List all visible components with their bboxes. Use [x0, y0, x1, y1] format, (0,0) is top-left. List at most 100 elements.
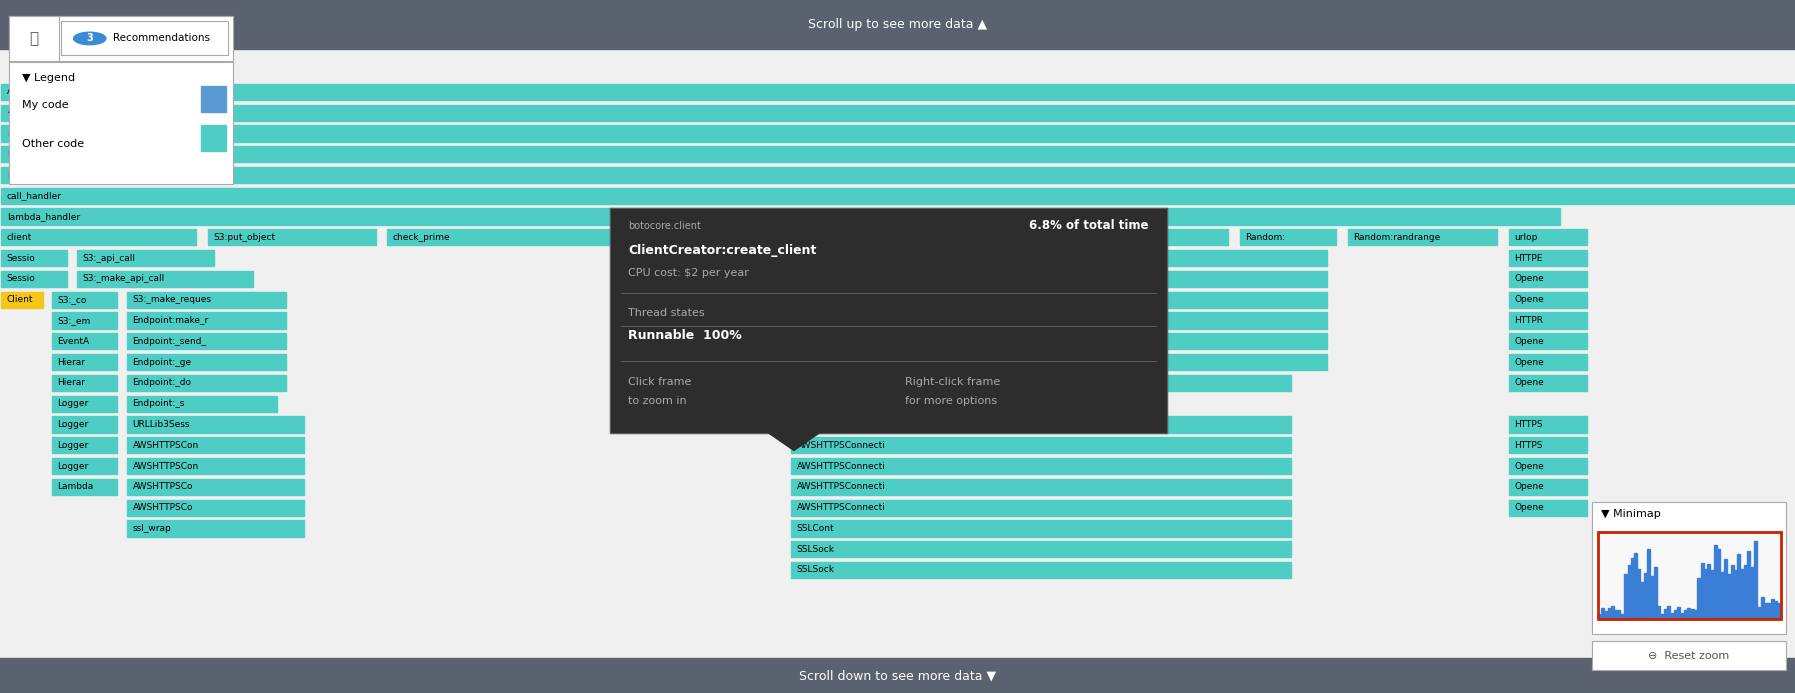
Bar: [2, 84, 1793, 100]
Text: Endpoint:make_r: Endpoint:make_r: [133, 316, 208, 325]
Bar: [1510, 437, 1587, 453]
Bar: [77, 271, 253, 287]
Text: My code: My code: [22, 100, 68, 110]
Bar: [52, 333, 117, 349]
Text: Random:randrange: Random:randrange: [1353, 233, 1440, 242]
Bar: [52, 354, 117, 370]
Bar: [1510, 271, 1587, 287]
Bar: [1610, 606, 1614, 619]
Text: SSLSock: SSLSock: [797, 565, 835, 574]
Text: ⌕: ⌕: [29, 31, 39, 46]
Text: ClientCreator:create_client: ClientCreator:create_client: [628, 244, 817, 257]
Text: Logger: Logger: [57, 399, 88, 408]
Text: ALL: ALL: [7, 87, 23, 96]
Text: for more options: for more options: [905, 396, 998, 406]
Bar: [1773, 601, 1777, 619]
Bar: [77, 250, 214, 266]
Bar: [1747, 551, 1750, 619]
Bar: [1632, 558, 1633, 619]
Bar: [1648, 549, 1650, 619]
Bar: [2, 188, 1793, 204]
Bar: [1592, 641, 1786, 670]
Text: Click frame: Click frame: [628, 377, 691, 387]
Text: SSLCont: SSLCont: [797, 524, 835, 533]
Text: <module>: <module>: [7, 108, 56, 117]
Bar: [1016, 250, 1327, 266]
Text: Opene: Opene: [1515, 378, 1544, 387]
Bar: [9, 16, 233, 61]
Bar: [52, 396, 117, 412]
Bar: [127, 437, 303, 453]
Bar: [1741, 569, 1743, 619]
Bar: [1757, 607, 1761, 619]
Bar: [1510, 229, 1587, 245]
Text: AWSHTTPSCo: AWSHTTPSCo: [133, 482, 194, 491]
Bar: [1510, 292, 1587, 308]
Text: 6.8% of total time: 6.8% of total time: [1029, 219, 1149, 232]
Bar: [9, 62, 233, 184]
Polygon shape: [768, 433, 819, 450]
Bar: [388, 229, 725, 245]
Text: Opene: Opene: [1515, 462, 1544, 471]
Bar: [1655, 567, 1657, 619]
Text: Opene: Opene: [1515, 274, 1544, 283]
Bar: [61, 21, 228, 55]
Bar: [2, 250, 66, 266]
Text: ▼ Minimap: ▼ Minimap: [1601, 509, 1660, 518]
Bar: [1770, 599, 1773, 619]
Circle shape: [74, 33, 106, 44]
Bar: [52, 375, 117, 391]
Bar: [1764, 603, 1766, 619]
Bar: [127, 416, 303, 432]
Text: S3:_em: S3:_em: [57, 316, 90, 325]
Text: Recommendations: Recommendations: [113, 33, 210, 44]
Bar: [792, 292, 923, 308]
Bar: [52, 292, 117, 308]
Text: S3:put_object: S3:put_object: [214, 233, 275, 242]
Bar: [1621, 614, 1624, 619]
Text: S3:_co: S3:_co: [57, 295, 86, 304]
Bar: [1768, 603, 1770, 619]
Bar: [1750, 567, 1754, 619]
Text: HTTPS: HTTPS: [1515, 420, 1544, 429]
Bar: [1721, 572, 1723, 619]
Bar: [127, 292, 285, 308]
Text: Session:cre: Session:cre: [797, 274, 847, 283]
Text: Runnable  100%: Runnable 100%: [628, 329, 741, 342]
Bar: [1510, 500, 1587, 516]
Bar: [1598, 614, 1601, 619]
Bar: [1714, 545, 1718, 619]
Text: AWSHTTPSCon: AWSHTTPSCon: [133, 462, 199, 471]
Bar: [52, 437, 117, 453]
Text: Endpoint:_ge: Endpoint:_ge: [133, 358, 192, 367]
Text: AWSHTTPSConnecti: AWSHTTPSConnecti: [797, 441, 885, 450]
Bar: [1761, 597, 1764, 619]
Text: Client: Client: [7, 295, 34, 304]
Bar: [792, 479, 1291, 495]
Text: AWSHTTPSConnecti: AWSHTTPSConnecti: [797, 503, 885, 512]
Bar: [792, 271, 1003, 287]
Bar: [1510, 354, 1587, 370]
Text: put_metric: put_metric: [797, 233, 845, 242]
Bar: [1684, 610, 1687, 619]
Text: Scroll down to see more data ▼: Scroll down to see more data ▼: [799, 669, 996, 682]
Text: Opene: Opene: [1515, 337, 1544, 346]
Text: Other code: Other code: [22, 139, 84, 149]
Text: Endpoint:_s: Endpoint:_s: [133, 399, 185, 408]
Bar: [52, 416, 117, 432]
Bar: [0, 49, 1795, 658]
Bar: [792, 541, 1291, 557]
Text: SSLSock: SSLSock: [797, 545, 835, 554]
Bar: [208, 229, 375, 245]
Text: Scroll up to see more data ▲: Scroll up to see more data ▲: [808, 18, 987, 30]
Text: AWSHTTPSCon: AWSHTTPSCon: [133, 441, 199, 450]
Text: URLLib3Sess: URLLib3Sess: [133, 420, 190, 429]
Bar: [792, 333, 1327, 349]
Bar: [127, 520, 303, 536]
Text: CloudWatch:_make_request: CloudWatch:_make_request: [941, 295, 1066, 304]
Bar: [1703, 569, 1707, 619]
Bar: [792, 313, 1327, 328]
Bar: [792, 458, 1291, 474]
Bar: [1510, 375, 1587, 391]
Bar: [1614, 610, 1617, 619]
